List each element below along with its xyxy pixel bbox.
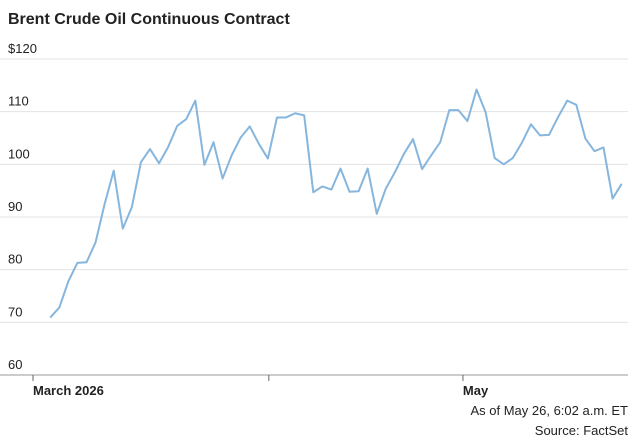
y-tick-label: 60 <box>8 357 22 372</box>
y-tick-label: 70 <box>8 304 22 319</box>
annotation: As of May 26, 6:02 a.m. ET <box>470 403 628 418</box>
y-tick-label: 100 <box>8 146 30 161</box>
y-tick-label: 110 <box>8 94 29 109</box>
annotation: Source: FactSet <box>535 423 629 438</box>
y-tick-label: 90 <box>8 199 22 214</box>
x-tick-label: May <box>463 383 489 398</box>
line <box>49 88 623 319</box>
y-tick-label: $120 <box>8 41 37 56</box>
chart-title: Brent Crude Oil Continuous Contract <box>8 11 290 28</box>
y-tick-label: 80 <box>8 252 22 267</box>
x-tick-label: March 2026 <box>33 383 104 398</box>
